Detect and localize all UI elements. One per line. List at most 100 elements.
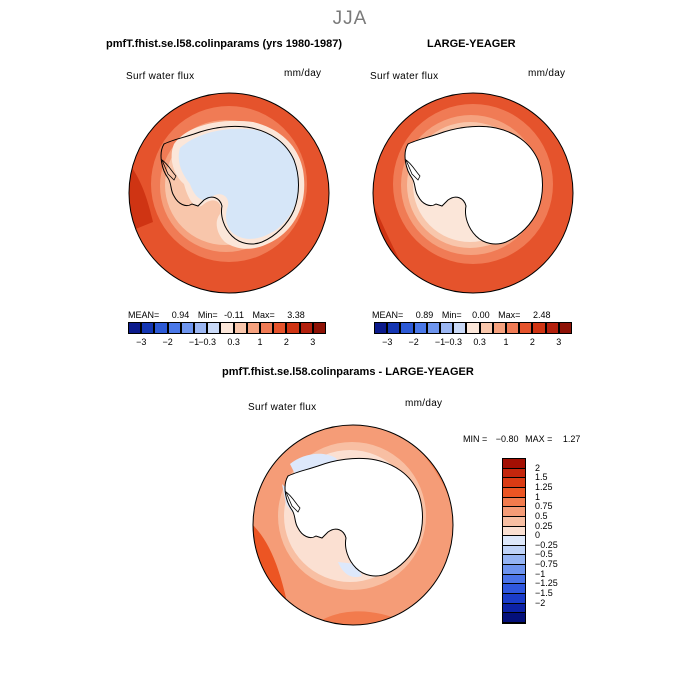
colorbar-swatch [466, 322, 480, 334]
colorbar-swatch [503, 613, 525, 623]
colorbar-swatch [503, 507, 525, 517]
colorbar-swatch [503, 459, 525, 469]
colorbar-tick-label: −2 [535, 597, 546, 608]
colorbar-swatch [273, 322, 287, 334]
panel2-field-label: Surf water flux [370, 71, 439, 82]
panel1-field-label: Surf water flux [126, 71, 195, 82]
colorbar-tick-label: −0.3 [444, 337, 463, 347]
panel2-title: LARGE-YEAGER [427, 38, 516, 50]
panel3-field-label: Surf water flux [248, 402, 317, 413]
colorbar-swatch [479, 322, 493, 334]
colorbar-swatch [503, 526, 525, 537]
colorbar-swatch [492, 322, 506, 334]
panel1-max-value: 3.38 [287, 310, 305, 320]
panel2-min-label: Min= [441, 310, 462, 320]
panel2-colorbar-ticks: −3 −2 −1 −0.3 0.3 1 2 3 [374, 337, 572, 349]
colorbar-swatch [233, 322, 247, 334]
panel3-min-value: −0.80 [495, 434, 519, 444]
panel2-colorbar [374, 322, 572, 334]
colorbar-swatch [167, 322, 181, 334]
panel2-mean-value: 0.89 [415, 310, 434, 320]
panel1-polar-map [128, 92, 330, 294]
panel3-title: pmfT.fhist.se.l58.colinparams - LARGE-YE… [222, 366, 474, 378]
colorbar-swatch [503, 574, 525, 585]
colorbar-swatch [440, 322, 454, 334]
panel1-min-label: Min= [197, 310, 218, 320]
panel3-polar-map [252, 424, 454, 626]
panel1-min-value: -0.11 [224, 310, 244, 320]
colorbar-tick-label: −3 [136, 337, 147, 347]
colorbar-tick-label: −1 [188, 337, 200, 347]
colorbar-tick-label: −1 [535, 568, 546, 579]
colorbar-swatch [128, 322, 142, 334]
colorbar-swatch [220, 322, 234, 334]
colorbar-swatch [506, 322, 520, 334]
panel1-mean-label: MEAN= [128, 310, 160, 320]
panel3-min-label: MIN = [463, 434, 488, 444]
colorbar-swatch [503, 536, 525, 546]
colorbar-tick-label: 0.25 [535, 520, 553, 531]
panel2-units: mm/day [528, 68, 566, 79]
colorbar-tick-label: 3 [556, 337, 562, 347]
colorbar-swatch [207, 322, 221, 334]
colorbar-swatch [545, 322, 559, 334]
colorbar-tick-label: 1 [535, 491, 541, 502]
panel3-max-label: MAX = [525, 434, 553, 444]
colorbar-swatch [400, 322, 414, 334]
panel1-mean-value: 0.94 [171, 310, 190, 320]
colorbar-swatch [299, 322, 313, 334]
panel1-max-label: Max= [252, 310, 275, 320]
colorbar-swatch [519, 322, 533, 334]
panel3-units: mm/day [405, 398, 443, 409]
colorbar-tick-label: 0 [535, 530, 541, 541]
colorbar-swatch [312, 322, 326, 334]
colorbar-swatch [503, 545, 525, 556]
panel1-title: pmfT.fhist.se.l58.colinparams (yrs 1980-… [106, 38, 342, 50]
colorbar-tick-label: −2 [408, 337, 419, 347]
panel1-units: mm/day [284, 68, 322, 79]
panel1-colorbar [128, 322, 326, 334]
colorbar-swatch [503, 478, 525, 488]
colorbar-tick-label: 1.25 [535, 481, 553, 492]
colorbar-tick-label: 0.5 [535, 510, 548, 521]
colorbar-tick-label: 1 [257, 337, 263, 347]
colorbar-tick-label: −1 [434, 337, 446, 347]
colorbar-tick-label: 0.3 [473, 337, 486, 347]
colorbar-swatch [260, 322, 274, 334]
colorbar-tick-label: −2 [162, 337, 173, 347]
colorbar-tick-label: 2 [529, 337, 535, 347]
colorbar-swatch [141, 322, 155, 334]
colorbar-swatch [503, 497, 525, 508]
colorbar-tick-label: 0.3 [227, 337, 240, 347]
colorbar-swatch [558, 322, 572, 334]
panel2-stats: MEAN= 0.89 Min= 0.00 Max= 2.48 [372, 310, 550, 320]
colorbar-tick-label: −0.5 [535, 549, 553, 560]
colorbar-swatch [503, 594, 525, 604]
panel1-colorbar-ticks: −3 −2 −1 −0.3 0.3 1 2 3 [128, 337, 326, 349]
panel3-colorbar [502, 458, 526, 624]
colorbar-swatch [387, 322, 401, 334]
colorbar-tick-label: −1.5 [535, 588, 553, 599]
panel2-min-value: 0.00 [472, 310, 490, 320]
season-title: JJA [332, 8, 368, 29]
colorbar-swatch [503, 468, 525, 479]
panel2-mean-label: MEAN= [372, 310, 404, 320]
colorbar-swatch [503, 516, 525, 527]
colorbar-tick-label: −0.3 [198, 337, 217, 347]
panel3-max-value: 1.27 [562, 434, 581, 444]
colorbar-swatch [180, 322, 194, 334]
colorbar-tick-label: 3 [310, 337, 316, 347]
colorbar-swatch [503, 487, 525, 498]
panel1-stats: MEAN= 0.94 Min= -0.11 Max= 3.38 [128, 310, 305, 320]
colorbar-tick-label: −3 [382, 337, 393, 347]
colorbar-tick-label: 1.5 [535, 472, 548, 483]
panel3-colorbar-ticks: 2 1.5 1.25 1 0.75 0.5 0.25 0 −0.25 −0.5 −0.75 −1 −1.… [535, 458, 575, 622]
colorbar-swatch [426, 322, 440, 334]
colorbar-tick-label: 1 [503, 337, 509, 347]
colorbar-swatch [246, 322, 260, 334]
colorbar-tick-label: −0.25 [535, 539, 558, 550]
colorbar-swatch [453, 322, 467, 334]
colorbar-swatch [503, 584, 525, 595]
colorbar-tick-label: 2 [283, 337, 289, 347]
